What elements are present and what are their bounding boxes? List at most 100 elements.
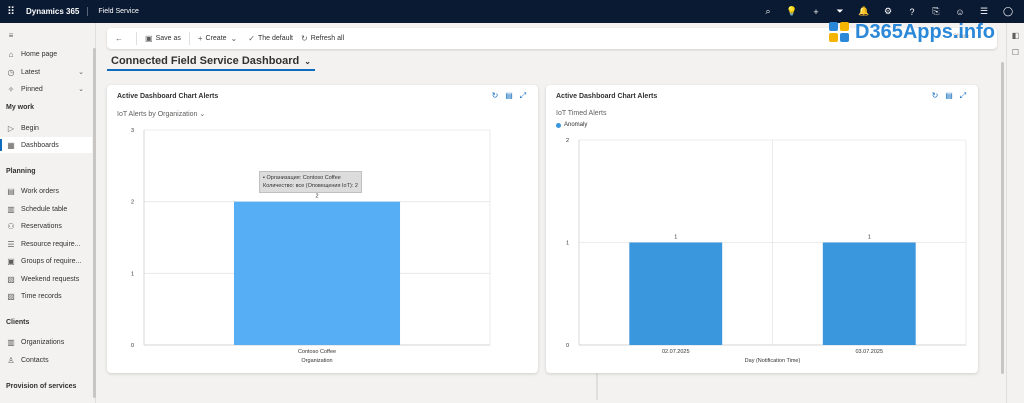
chart-view-selector[interactable]: IoT Timed Alerts bbox=[556, 110, 607, 117]
pin-icon: ✧ bbox=[7, 84, 15, 94]
logo-mark-icon bbox=[829, 22, 851, 42]
search-icon[interactable]: ⌕ bbox=[765, 6, 771, 16]
copilot-icon[interactable]: ◧ bbox=[1011, 31, 1020, 40]
sidebar-item-latest[interactable]: ◷ Latest ⌄ bbox=[0, 64, 92, 80]
sidebar-item-label: Work orders bbox=[21, 187, 59, 195]
sidebar-item-pinned[interactable]: ✧ Pinned ⌄ bbox=[0, 81, 92, 97]
app-title[interactable]: Dynamics 365 bbox=[26, 7, 89, 16]
person-icon: ♙ bbox=[7, 355, 15, 365]
sidebar-item-schedule-table[interactable]: ▥ Schedule table bbox=[0, 201, 92, 217]
chevron-down-icon: ⌄ bbox=[199, 111, 206, 118]
sidebar-item-dashboards[interactable]: ▦ Dashboards bbox=[0, 137, 92, 153]
chart-tooltip: ▪ Организация: Contoso Coffee Количество… bbox=[259, 171, 362, 193]
y-tick-label: 2 bbox=[131, 200, 134, 206]
avatar[interactable]: ◯ bbox=[1002, 6, 1014, 16]
sidebar-scrollbar[interactable] bbox=[93, 48, 96, 398]
x-tick-label: 03.07.2025 bbox=[855, 349, 883, 355]
new-icon[interactable]: + bbox=[813, 6, 819, 17]
sidebar-item-resource-requirements[interactable]: ☰ Resource require... bbox=[0, 236, 92, 252]
page-title: Connected Field Service Dashboard bbox=[111, 55, 300, 67]
x-axis-title: Day (Notification Time) bbox=[745, 358, 801, 364]
check-icon: ✓ bbox=[248, 34, 255, 43]
sidebar-item-label: Home page bbox=[21, 50, 58, 58]
clock-icon: ◷ bbox=[7, 67, 15, 77]
section-clients: Clients bbox=[6, 319, 30, 326]
people-icon: ⚇ bbox=[7, 221, 15, 231]
sidebar-item-work-orders[interactable]: ▤ Work orders bbox=[0, 183, 92, 199]
refresh-all-button[interactable]: ↻ Refresh all bbox=[301, 34, 344, 43]
copilot-icon[interactable]: ⎘ bbox=[932, 6, 940, 16]
chevron-down-icon[interactable]: ⌄ bbox=[230, 34, 238, 43]
view-records-icon[interactable]: ▤ bbox=[505, 91, 513, 100]
sidebar: ≡ ⌂ Home page ◷ Latest ⌄ ✧ Pinned ⌄ My work ▷… bbox=[0, 23, 96, 403]
section-my-work: My work bbox=[6, 104, 35, 111]
bar bbox=[629, 242, 723, 345]
chevron-down-icon[interactable]: ⌄ bbox=[78, 69, 84, 76]
sidebar-item-reservations[interactable]: ⚇ Reservations bbox=[0, 218, 92, 234]
sidebar-item-label: Resource require... bbox=[21, 240, 81, 248]
share-button[interactable]: Share bbox=[952, 34, 969, 40]
sidebar-item-begin[interactable]: ▷ Begin bbox=[0, 120, 92, 136]
data-label: 1 bbox=[868, 235, 871, 241]
chart-card-2: Active Dashboard Chart Alerts ↻ ▤ ⤢ IoT … bbox=[546, 85, 978, 373]
expand-icon[interactable]: ⤢ bbox=[519, 91, 527, 100]
hamburger-button[interactable]: ≡ bbox=[0, 27, 92, 43]
save-as-button[interactable]: ▣ Save as bbox=[145, 34, 181, 43]
gear-icon[interactable]: ⚙ bbox=[883, 6, 893, 16]
divider bbox=[188, 32, 190, 45]
sidebar-item-label: Organizations bbox=[21, 338, 65, 346]
lightbulb-icon[interactable]: 💡 bbox=[786, 6, 798, 16]
chat-icon[interactable]: ☐ bbox=[1011, 48, 1020, 57]
help-icon[interactable]: ? bbox=[909, 6, 915, 17]
app-launcher-icon[interactable]: ⠿ bbox=[6, 6, 16, 18]
chart-card-1: Active Dashboard Chart Alerts ↻ ▤ ⤢ IoT … bbox=[107, 85, 598, 400]
sidebar-item-label: Schedule table bbox=[21, 205, 68, 213]
sidebar-item-label: Begin bbox=[21, 124, 39, 132]
sidebar-item-label: Pinned bbox=[21, 85, 43, 93]
bell-icon[interactable]: 🔔 bbox=[858, 6, 870, 16]
play-icon: ▷ bbox=[7, 123, 15, 133]
main-scrollbar[interactable] bbox=[1001, 62, 1004, 374]
refresh-icon[interactable]: ↻ bbox=[491, 91, 499, 100]
sidebar-item-label: Time records bbox=[21, 292, 62, 300]
tooltip-line-2: Количество: все (Оповещения IoT): 2 bbox=[263, 183, 358, 189]
create-button[interactable]: + Create ⌄ bbox=[198, 34, 240, 43]
logo-text: D365Apps.info bbox=[855, 20, 996, 43]
sidebar-item-contacts[interactable]: ♙ Contacts bbox=[0, 352, 92, 368]
y-tick-label: 0 bbox=[131, 343, 134, 349]
sidebar-item-organizations[interactable]: ▥ Organizations bbox=[0, 334, 92, 350]
x-tick-label: Contoso Coffee bbox=[298, 349, 336, 355]
back-button[interactable]: ← bbox=[115, 34, 126, 43]
dashboard-selector[interactable]: Connected Field Service Dashboard ⌄ bbox=[107, 53, 315, 71]
default-button[interactable]: ✓ The default bbox=[248, 34, 293, 43]
smiley-icon[interactable]: ☺ bbox=[955, 6, 965, 17]
calendar-icon: ▧ bbox=[7, 274, 15, 284]
top-bar: ⠿ Dynamics 365 Field Service ⌕ 💡 + ⏷ 🔔 ⚙… bbox=[0, 0, 1024, 23]
create-label: Create bbox=[205, 35, 227, 42]
view-records-icon[interactable]: ▤ bbox=[945, 91, 953, 100]
sidebar-item-label: Latest bbox=[21, 68, 41, 76]
refresh-icon[interactable]: ↻ bbox=[931, 91, 939, 100]
chevron-down-icon[interactable]: ⌄ bbox=[78, 86, 84, 93]
area-title[interactable]: Field Service bbox=[98, 8, 139, 15]
card-actions: ↻ ▤ ⤢ bbox=[928, 91, 970, 101]
card-actions: ↻ ▤ ⤢ bbox=[488, 91, 530, 101]
chart-view-selector[interactable]: IoT Alerts by Organization ⌄ bbox=[117, 110, 205, 118]
chat-icon[interactable]: ☰ bbox=[979, 6, 989, 16]
sidebar-item-weekend-requests[interactable]: ▧ Weekend requests bbox=[0, 271, 92, 287]
dashboard-icon: ▦ bbox=[7, 140, 15, 150]
chart-1: 0 1 2 3 2 Contoso Coffee Organization bbox=[131, 128, 491, 364]
bar bbox=[233, 201, 401, 345]
sidebar-item-label: Reservations bbox=[21, 222, 62, 230]
filter-icon[interactable]: ⏷ bbox=[836, 6, 844, 16]
tooltip-line-1: ▪ Организация: Contoso Coffee bbox=[263, 175, 341, 181]
sidebar-item-requirement-groups[interactable]: ▣ Groups of require... bbox=[0, 253, 92, 269]
group-icon: ▣ bbox=[7, 256, 15, 266]
chart-view-label: IoT Alerts by Organization bbox=[117, 111, 198, 118]
sidebar-item-home[interactable]: ⌂ Home page bbox=[0, 46, 92, 62]
sidebar-item-time-records[interactable]: ▨ Time records bbox=[0, 288, 92, 304]
card-title: Active Dashboard Chart Alerts bbox=[556, 93, 658, 100]
home-icon: ⌂ bbox=[8, 49, 14, 59]
expand-icon[interactable]: ⤢ bbox=[959, 91, 967, 100]
y-tick-label: 0 bbox=[566, 343, 569, 349]
